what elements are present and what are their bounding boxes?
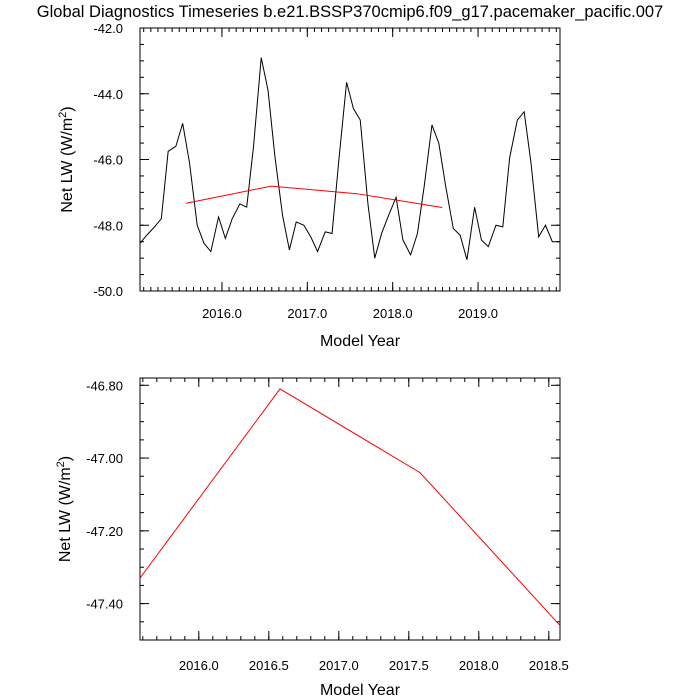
y-tick-label: -47.20 (86, 524, 123, 539)
y-tick-label: -50.0 (93, 284, 123, 299)
x-tick-label: 2016.0 (202, 306, 242, 321)
y-tick-label: -47.40 (86, 597, 123, 612)
x-tick-label: 2018.0 (459, 658, 499, 673)
x-axis-title: Model Year (320, 333, 401, 350)
chart-1: 2016.0 2017.0 2018.0 2019.0 -50.0 -48.0 -46.0 -… (57, 21, 561, 350)
y-axis-title: Net LW (W/m2) (55, 456, 74, 562)
series-line-annual-mean (186, 185, 443, 208)
plot-frame (139, 377, 561, 641)
y-tick-label: -47.00 (86, 451, 123, 466)
page-title: Global Diagnostics Timeseries b.e21.BSSP… (36, 3, 664, 21)
x-axis-title: Model Year (320, 682, 401, 699)
y-axis-title-tail: ) (57, 456, 74, 461)
y-tick-label: -44.0 (93, 87, 123, 102)
x-tick-label: 2016.0 (179, 658, 219, 673)
y-axis-title-main: Net LW (W/m (57, 467, 74, 562)
y-tick-label: -46.80 (86, 378, 123, 393)
y-axis-title-main: Net LW (W/m (59, 118, 76, 213)
x-tick-label: 2017.5 (389, 658, 429, 673)
y-axis-title-tail: ) (59, 106, 76, 111)
x-tick-label: 2017.0 (319, 658, 359, 673)
y-tick-label: -48.0 (93, 218, 123, 233)
series-line-monthly (140, 57, 560, 260)
series-line-annual-mean (140, 388, 560, 626)
y-tick-label: -46.0 (93, 153, 123, 168)
x-tick-label: 2019.0 (458, 306, 498, 321)
y-tick-label: -42.0 (93, 21, 123, 36)
chart-2: 2016.0 2016.5 2017.0 2017.5 2018.0 2018.5 -47.… (55, 377, 569, 699)
x-tick-label: 2018.0 (373, 306, 413, 321)
x-tick-label: 2017.0 (287, 306, 327, 321)
x-tick-label: 2016.5 (249, 658, 289, 673)
y-axis-title-superscript: 2 (57, 112, 69, 118)
y-axis-title-superscript: 2 (55, 461, 67, 467)
y-axis-title: Net LW (W/m2) (57, 106, 76, 212)
x-tick-label: 2018.5 (529, 658, 569, 673)
plot-frame (139, 27, 561, 292)
